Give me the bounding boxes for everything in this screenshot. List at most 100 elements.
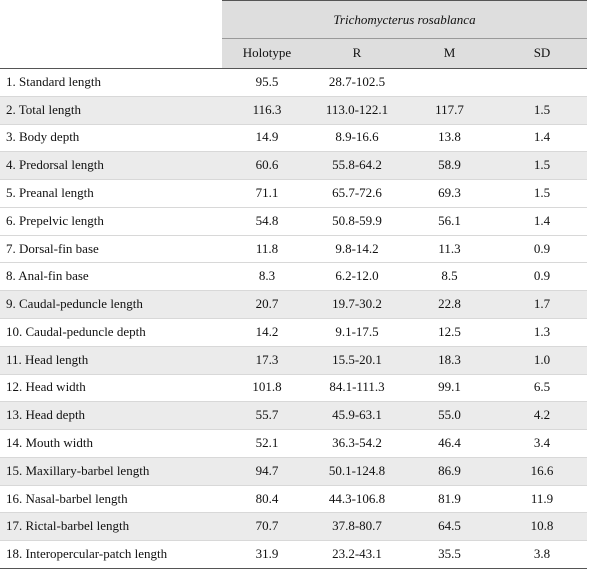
row-label: 13. Head depth <box>6 407 86 423</box>
cell-value: 69.3 <box>438 184 461 200</box>
row-rule <box>0 401 587 403</box>
cell-value: 8.3 <box>258 268 276 284</box>
row-rule <box>0 318 587 319</box>
cell-value: 23.2-43.1 <box>332 546 382 562</box>
cell-value: 71.1 <box>255 184 279 200</box>
cell-value: 86.9 <box>438 462 461 478</box>
row-background <box>0 346 587 374</box>
cell-value: 65.7-72.6 <box>332 184 382 200</box>
row-background <box>0 513 587 541</box>
row-label: 14. Mouth width <box>6 434 94 450</box>
cell-value: 94.7 <box>255 462 279 478</box>
cell-value: 64.5 <box>438 518 461 534</box>
cell-value: 101.8 <box>252 379 282 395</box>
row-background <box>0 402 587 430</box>
row-rule <box>0 345 587 347</box>
row-rule <box>0 540 587 542</box>
cell-value: 22.8 <box>438 296 461 312</box>
row-background <box>0 457 587 485</box>
cell-value: 8.9-16.6 <box>335 129 379 145</box>
cell-value: 1.7 <box>533 296 551 312</box>
row-rule <box>0 234 587 236</box>
cell-value: 81.9 <box>438 490 461 506</box>
row-label: 12. Head width <box>6 379 86 395</box>
row-label: 11. Head length <box>6 351 89 367</box>
cell-value: 10.8 <box>530 518 554 534</box>
column-header: R <box>352 45 362 60</box>
cell-value: 60.6 <box>255 157 279 173</box>
cell-value: 4.2 <box>533 407 551 423</box>
cell-value: 14.2 <box>255 323 279 339</box>
row-rule <box>0 123 587 125</box>
row-rule <box>0 151 587 153</box>
cell-value: 116.3 <box>252 101 282 117</box>
row-label: 8. Anal-fin base <box>6 268 89 284</box>
row-rule <box>0 95 587 97</box>
cell-value: 95.5 <box>255 73 279 89</box>
cell-value: 54.8 <box>255 212 279 228</box>
cell-value: 28.7-102.5 <box>328 73 386 89</box>
header-bottom-rule <box>0 68 587 69</box>
cell-value: 117.7 <box>435 101 464 117</box>
cell-value: 52.1 <box>255 434 279 450</box>
table-title: Trichomycterus rosablanca <box>333 11 476 27</box>
row-rule <box>0 568 587 569</box>
cell-value: 18.3 <box>438 351 461 367</box>
cell-value: 99.1 <box>438 379 461 395</box>
cell-value: 19.7-30.2 <box>332 296 382 312</box>
cell-value: 1.4 <box>533 212 551 228</box>
cell-value: 16.6 <box>530 462 554 478</box>
cell-value: 1.5 <box>533 101 551 117</box>
header-rule <box>222 38 587 39</box>
cell-value: 8.5 <box>441 268 458 284</box>
column-header: SD <box>533 45 551 60</box>
row-label: 18. Interopercular-patch length <box>6 546 168 562</box>
row-label: 16. Nasal-barbel length <box>6 490 128 506</box>
cell-value: 55.7 <box>255 407 279 423</box>
cell-value: 1.5 <box>533 184 551 200</box>
cell-value: 37.8-80.7 <box>332 518 382 534</box>
cell-value: 50.8-59.9 <box>332 212 382 228</box>
cell-value: 31.9 <box>255 546 279 562</box>
cell-value: 44.3-106.8 <box>328 490 386 506</box>
cell-value: 15.5-20.1 <box>332 351 382 367</box>
row-label: 2. Total length <box>6 101 82 117</box>
row-label: 6. Prepelvic length <box>6 212 104 228</box>
column-header: Holotype <box>242 45 292 60</box>
cell-value: 36.3-54.2 <box>332 434 382 450</box>
column-header: M <box>443 45 456 60</box>
row-rule <box>0 262 587 264</box>
row-rule <box>0 456 587 458</box>
cell-value: 50.1-124.8 <box>328 462 386 478</box>
cell-value: 58.9 <box>438 157 461 173</box>
row-label: 17. Rictal-barbel length <box>6 518 130 534</box>
cell-value: 13.8 <box>438 129 461 145</box>
cell-value: 11.8 <box>255 240 279 256</box>
cell-value: 55.0 <box>438 407 461 423</box>
row-rule <box>0 512 587 514</box>
cell-value: 1.0 <box>533 351 551 367</box>
cell-value: 11.3 <box>438 240 461 256</box>
row-background <box>0 96 587 124</box>
cell-value: 35.5 <box>438 546 461 562</box>
cell-value: 80.4 <box>255 490 279 506</box>
row-label: 10. Caudal-peduncle depth <box>6 323 146 339</box>
cell-value: 55.8-64.2 <box>332 157 382 173</box>
cell-value: 113.0-122.1 <box>325 101 389 117</box>
cell-value: 11.9 <box>530 490 554 506</box>
cell-value: 1.5 <box>533 157 551 173</box>
row-rule <box>0 290 587 292</box>
cell-value: 9.1-17.5 <box>335 323 379 339</box>
top-rule <box>222 0 587 1</box>
cell-value: 70.7 <box>255 518 279 534</box>
cell-value: 1.3 <box>533 323 551 339</box>
cell-value: 6.5 <box>533 379 551 395</box>
row-rule <box>0 484 587 486</box>
row-label: 15. Maxillary-barbel length <box>6 462 150 478</box>
row-rule <box>0 373 587 375</box>
cell-value: 1.4 <box>533 129 551 145</box>
row-label: 4. Predorsal length <box>6 157 104 173</box>
row-rule <box>0 429 587 431</box>
row-label: 1. Standard length <box>6 73 101 89</box>
